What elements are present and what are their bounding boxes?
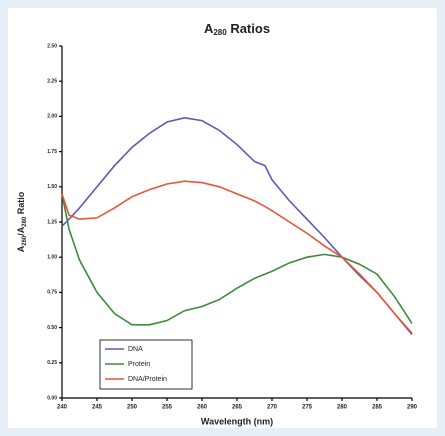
y-axis-label: A260/A280 Ratio: [16, 191, 27, 252]
line-series: [61, 193, 413, 326]
line-series: [61, 180, 413, 334]
x-tick-label: 255: [162, 405, 173, 411]
y-label-sub: 280: [22, 216, 28, 227]
x-tick-label: 275: [302, 405, 313, 411]
y-tick-label: 0.50: [47, 325, 57, 331]
y-tick-label: 1.75: [47, 149, 57, 155]
x-tick-label: 285: [372, 405, 383, 411]
chart-title: A280 Ratios: [204, 21, 270, 37]
legend-label: DNA/Protein: [128, 376, 167, 383]
y-tick-label: 1.50: [47, 184, 57, 190]
y-label-part: Ratio: [16, 191, 26, 217]
y-tick-label: 0.25: [47, 360, 57, 366]
title-part: A: [204, 21, 214, 36]
legend-label: DNA: [128, 346, 143, 353]
x-tick-label: 240: [57, 405, 68, 411]
x-tick-label: 245: [92, 405, 103, 411]
legend-label: Protein: [128, 361, 150, 368]
y-tick-label: 2.00: [47, 114, 57, 120]
title-sub: 280: [213, 28, 227, 37]
y-tick-label: 2.50: [47, 43, 57, 49]
x-tick-label: 290: [407, 405, 418, 411]
y-tick-label: 0.75: [47, 290, 57, 296]
panel: [8, 8, 437, 428]
x-tick-label: 270: [267, 405, 278, 411]
y-tick-label: 1.00: [47, 255, 57, 261]
x-tick-label: 265: [232, 405, 243, 411]
x-tick-label: 260: [197, 405, 208, 411]
y-tick-label: 0.00: [47, 395, 57, 401]
x-axis-label: Wavelength (nm): [201, 416, 273, 426]
y-tick-label: 2.25: [47, 79, 57, 85]
y-label-part: /A: [16, 226, 26, 236]
y-tick-label: 1.25: [47, 219, 57, 225]
x-tick-label: 280: [337, 405, 348, 411]
y-label-part: A: [16, 245, 26, 252]
title-part: Ratios: [227, 21, 270, 36]
y-label-sub: 260: [22, 235, 28, 246]
x-tick-label: 250: [127, 405, 138, 411]
